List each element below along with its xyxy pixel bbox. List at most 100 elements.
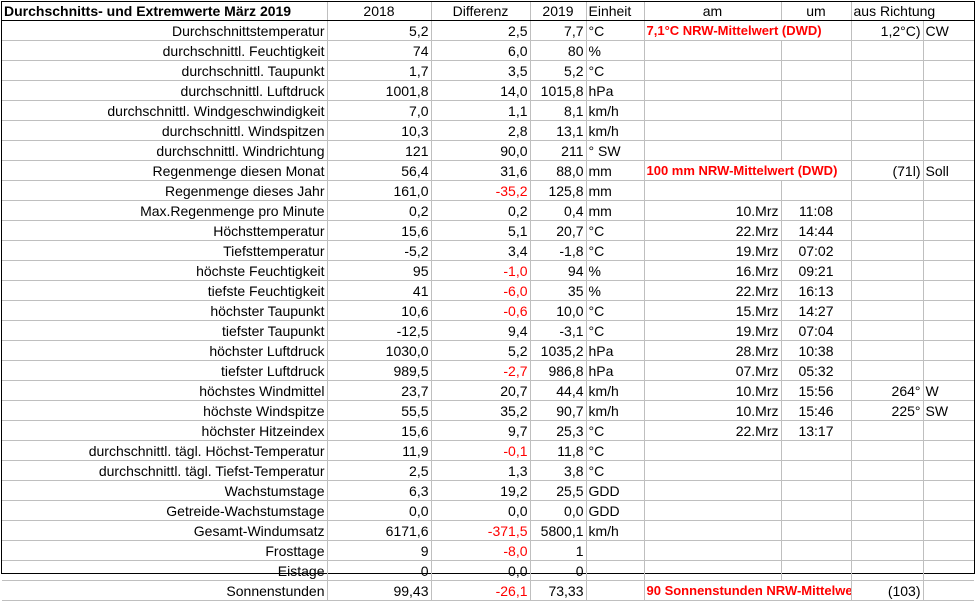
value-direction	[851, 480, 924, 501]
value-2018: 0,2	[327, 200, 432, 221]
value-2019: 25,3	[530, 420, 587, 441]
value-difference: 14,0	[431, 80, 531, 101]
row-label: Eistage	[2, 560, 328, 581]
header-direction: aus Richtung	[851, 2, 974, 21]
value-2019: 211	[530, 140, 587, 161]
table-row: durchschnittl. Taupunkt 1,7 3,5 5,2 °C	[2, 60, 974, 81]
value-2018: 23,7	[327, 380, 432, 401]
value-direction-label: Soll	[923, 160, 974, 181]
row-label: tiefste Feuchtigkeit	[2, 280, 328, 301]
value-time	[781, 460, 852, 481]
value-2018: 74	[327, 40, 432, 61]
value-direction	[851, 40, 924, 61]
row-label: Sonnenstunden	[2, 580, 328, 601]
value-2018: 989,5	[327, 360, 432, 381]
value-2018: 99,43	[327, 580, 432, 601]
value-2019: 25,5	[530, 480, 587, 501]
value-direction-label	[923, 580, 974, 601]
value-direction-label	[923, 500, 974, 521]
dwd-note: 90 Sonnenstunden NRW-Mittelwert (DWD)	[644, 580, 852, 601]
value-date	[644, 180, 782, 201]
value-unit: mm	[586, 200, 645, 221]
value-direction	[851, 420, 924, 441]
value-direction-label	[923, 220, 974, 241]
value-direction	[851, 100, 924, 121]
value-date	[644, 540, 782, 561]
value-unit: km/h	[586, 100, 645, 121]
value-time	[781, 60, 852, 81]
value-2019: 8,1	[530, 100, 587, 121]
value-difference: 20,7	[431, 380, 531, 401]
table-row: tiefster Taupunkt -12,5 9,4 -3,1 °C 19.Mrz 07:…	[2, 320, 974, 341]
value-2018: 15,6	[327, 420, 432, 441]
value-direction-label	[923, 300, 974, 321]
value-2018: 1,7	[327, 60, 432, 81]
header-row: Durchschnitts- und Extremwerte März 2019…	[2, 2, 974, 21]
row-label: Regenmenge diesen Monat	[2, 160, 328, 181]
value-unit: GDD	[586, 500, 645, 521]
value-unit: °C	[586, 60, 645, 81]
value-direction-label	[923, 440, 974, 461]
value-difference: 9,7	[431, 420, 531, 441]
value-date	[644, 520, 782, 541]
value-difference: 5,2	[431, 340, 531, 361]
value-difference: 6,0	[431, 40, 531, 61]
value-date	[644, 100, 782, 121]
row-label: Durchschnittstemperatur	[2, 20, 328, 41]
value-unit: GDD	[586, 480, 645, 501]
value-direction-label	[923, 200, 974, 221]
value-2019: 5,2	[530, 60, 587, 81]
row-label: höchste Feuchtigkeit	[2, 260, 328, 281]
value-difference: 1,1	[431, 100, 531, 121]
value-difference: -0,1	[431, 440, 531, 461]
row-label: Wachstumstage	[2, 480, 328, 501]
table-row: Tiefsttemperatur -5,2 3,4 -1,8 °C 19.Mrz 07:02	[2, 240, 974, 261]
row-label: tiefster Luftdruck	[2, 360, 328, 381]
value-unit: %	[586, 280, 645, 301]
value-2018: 10,3	[327, 120, 432, 141]
value-date: 22.Mrz	[644, 280, 782, 301]
value-difference: 90,0	[431, 140, 531, 161]
value-time: 16:13	[781, 280, 852, 301]
value-2019: 94	[530, 260, 587, 281]
table-row: Frosttage 9 -8,0 1	[2, 540, 974, 561]
value-direction	[851, 240, 924, 261]
value-difference: 9,4	[431, 320, 531, 341]
value-direction	[851, 460, 924, 481]
value-direction-label	[923, 40, 974, 61]
value-date	[644, 120, 782, 141]
row-label: durchschnittl. Windspitzen	[2, 120, 328, 141]
table-row: tiefste Feuchtigkeit 41 -6,0 35% 22.Mrz 16:13	[2, 280, 974, 301]
value-date: 22.Mrz	[644, 220, 782, 241]
value-date: 07.Mrz	[644, 360, 782, 381]
value-2019: 125,8	[530, 180, 587, 201]
header-date: am	[644, 2, 782, 21]
value-unit: °C	[586, 460, 645, 481]
value-direction-label	[923, 180, 974, 201]
row-label: durchschnittl. Windgeschwindigkeit	[2, 100, 328, 121]
table-row: Wachstumstage 6,3 19,2 25,5 GDD	[2, 480, 974, 501]
value-direction-label	[923, 80, 974, 101]
table-row: Sonnenstunden 99,43 -26,1 73,33 90 Sonnenstu…	[2, 580, 974, 601]
table-row: Regenmenge diesen Monat 56,4 31,6 88,0 mm 100…	[2, 160, 974, 181]
value-direction	[851, 220, 924, 241]
value-direction-label	[923, 140, 974, 161]
value-2018: 95	[327, 260, 432, 281]
row-label: Max.Regenmenge pro Minute	[2, 200, 328, 221]
value-difference: -371,5	[431, 520, 531, 541]
value-direction-label	[923, 240, 974, 261]
value-direction-label	[923, 260, 974, 281]
value-direction	[851, 260, 924, 281]
header-2018: 2018	[327, 2, 432, 21]
value-direction	[851, 300, 924, 321]
value-date	[644, 500, 782, 521]
value-difference: 5,1	[431, 220, 531, 241]
row-label: Gesamt-Windumsatz	[2, 520, 328, 541]
value-direction	[851, 80, 924, 101]
value-date	[644, 440, 782, 461]
value-2018: 5,2	[327, 20, 432, 41]
table-row: Höchsttemperatur 15,6 5,1 20,7 °C 22.Mrz 14:44	[2, 220, 974, 241]
value-2019: 80	[530, 40, 587, 61]
value-2018: 6171,6	[327, 520, 432, 541]
